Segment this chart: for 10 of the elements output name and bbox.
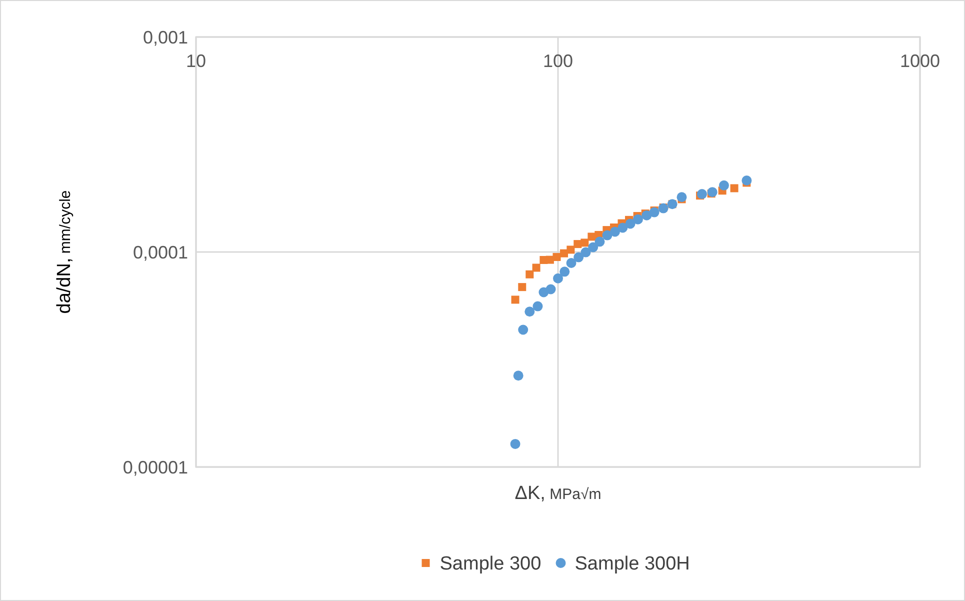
x-axis-title: ΔK, MPa√m: [514, 483, 602, 504]
legend-label: Sample 300: [440, 554, 542, 575]
x-tick-label: 1000: [900, 51, 940, 71]
y-tick-label: 0,0001: [132, 242, 188, 262]
x-tick-label: 100: [542, 51, 574, 71]
legend-label: Sample 300H: [574, 554, 690, 575]
y-axis-title: da/dN, mm/cycle: [54, 190, 75, 314]
y-tick-label: 0,00001: [122, 457, 188, 478]
x-tick-label: 10: [186, 51, 206, 71]
y-tick-label: 0,001: [142, 27, 188, 48]
